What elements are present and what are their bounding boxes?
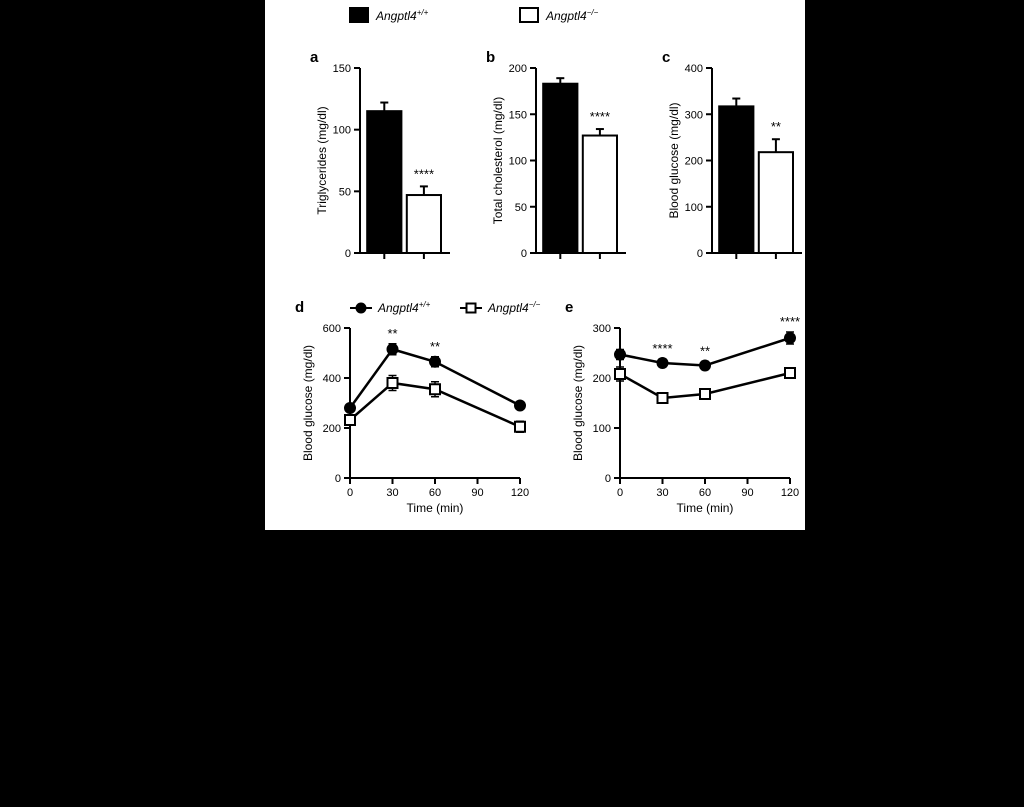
significance: **	[430, 339, 440, 354]
bar-ko	[407, 195, 441, 253]
x-axis-label: Time (min)	[407, 501, 464, 515]
svg-text:200: 200	[323, 423, 341, 435]
bar-ko	[759, 152, 793, 253]
bar-wt	[719, 106, 753, 253]
panel-e: e 0 100 200 300 0 30 60 90 120 Time (min) Blood glu…	[565, 299, 800, 515]
svg-text:400: 400	[323, 373, 341, 385]
panel-d: d 0 200 400 600 0 30 60 90 120 Time (min) Blood glu…	[295, 299, 529, 515]
svg-text:0: 0	[697, 248, 703, 260]
svg-text:150: 150	[509, 109, 527, 121]
svg-text:120: 120	[511, 487, 529, 499]
legend-top: Angptl4+/+ Angptl4−/−	[350, 8, 599, 23]
panel-c: c 0 100 200 300 400 Blood glucose (mg/dl) **	[662, 49, 802, 260]
svg-text:0: 0	[521, 248, 527, 260]
svg-text:90: 90	[741, 487, 753, 499]
svg-text:100: 100	[593, 423, 611, 435]
y-axis-label: Total cholesterol (mg/dl)	[491, 97, 505, 224]
svg-text:30: 30	[386, 487, 398, 499]
svg-text:60: 60	[699, 487, 711, 499]
svg-text:0: 0	[605, 473, 611, 485]
significance: ****	[414, 166, 434, 181]
svg-text:0: 0	[617, 487, 623, 499]
significance: ****	[780, 314, 800, 329]
bar-wt	[367, 111, 401, 253]
svg-text:300: 300	[685, 109, 703, 121]
svg-text:150: 150	[333, 63, 351, 75]
svg-text:600: 600	[323, 323, 341, 335]
y-axis-label: Blood glucose (mg/dl)	[667, 102, 681, 218]
panel-letter: c	[662, 49, 670, 66]
significance: **	[387, 326, 397, 341]
svg-text:60: 60	[429, 487, 441, 499]
svg-text:90: 90	[471, 487, 483, 499]
panel-letter: b	[486, 49, 495, 66]
svg-text:30: 30	[656, 487, 668, 499]
figure-white-panel: Angptl4+/+ Angptl4−/− a 0 50 100 150 Triglyceri…	[265, 0, 805, 530]
svg-text:200: 200	[593, 373, 611, 385]
svg-text:50: 50	[339, 186, 351, 198]
svg-text:300: 300	[593, 323, 611, 335]
significance: ****	[652, 341, 672, 356]
svg-text:120: 120	[781, 487, 799, 499]
figure-root: Angptl4+/+ Angptl4−/− a 0 50 100 150 Triglyceri…	[0, 0, 1024, 807]
y-axis-label: Blood glucose (mg/dl)	[571, 345, 585, 461]
svg-text:200: 200	[685, 156, 703, 168]
svg-text:100: 100	[685, 202, 703, 214]
panel-letter: e	[565, 299, 573, 316]
svg-text:Angptl4−/−: Angptl4−/−	[487, 300, 541, 315]
svg-text:100: 100	[333, 125, 351, 137]
bar-wt	[543, 84, 577, 253]
panel-letter: d	[295, 299, 304, 316]
panel-letter: a	[310, 49, 319, 66]
y-axis-label: Triglycerides (mg/dl)	[315, 106, 329, 214]
panel-a: a 0 50 100 150 Triglycerides (mg/dl) ****	[310, 49, 450, 260]
bar-ko	[583, 136, 617, 253]
svg-text:400: 400	[685, 63, 703, 75]
svg-text:100: 100	[509, 156, 527, 168]
svg-text:Angptl4+/+: Angptl4+/+	[377, 300, 431, 315]
x-axis-label: Time (min)	[677, 501, 734, 515]
significance: ****	[590, 109, 610, 124]
svg-text:50: 50	[515, 202, 527, 214]
panel-b: b 0 50 100 150 200 Total cholesterol (mg/dl) **…	[486, 49, 626, 260]
svg-text:0: 0	[347, 487, 353, 499]
svg-text:0: 0	[335, 473, 341, 485]
svg-text:200: 200	[509, 63, 527, 75]
y-axis-label: Blood glucose (mg/dl)	[301, 345, 315, 461]
svg-text:Angptl4−/−: Angptl4−/−	[545, 8, 599, 23]
significance: **	[771, 119, 781, 134]
figure-svg: Angptl4+/+ Angptl4−/− a 0 50 100 150 Triglyceri…	[265, 0, 805, 530]
svg-text:Angptl4+/+: Angptl4+/+	[375, 8, 429, 23]
significance: **	[700, 344, 710, 359]
legend-de: Angptl4+/+ Angptl4−/−	[350, 300, 541, 315]
svg-text:0: 0	[345, 248, 351, 260]
